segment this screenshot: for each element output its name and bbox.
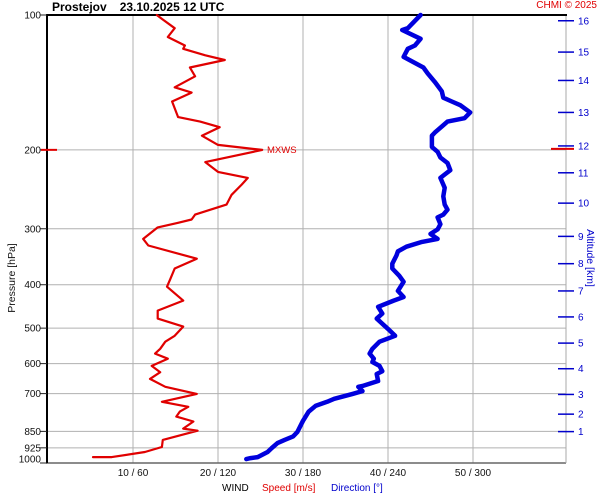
altitude-tick-label: 13 <box>578 108 590 119</box>
pressure-tick-label: 200 <box>24 145 41 156</box>
station-name: Prostejov <box>52 0 107 14</box>
pressure-tick-label: 850 <box>24 427 41 438</box>
altitude-tick-label: 5 <box>578 339 584 350</box>
pressure-tick-label: 925 <box>24 443 41 454</box>
wind-tick-label: 50 / 300 <box>455 468 492 479</box>
sounding-datetime: 23.10.2025 12 UTC <box>119 0 225 14</box>
altitude-tick-label: 2 <box>578 410 584 421</box>
altitude-tick-label: 6 <box>578 312 584 323</box>
chart-title: Prostejov 23.10.2025 12 UTC <box>52 0 224 14</box>
altitude-tick-label: 7 <box>578 286 584 297</box>
altitude-tick-label: 14 <box>578 76 590 87</box>
pressure-tick-label: 700 <box>24 389 41 400</box>
direction-curve <box>244 12 473 462</box>
pressure-tick-label: 1000 <box>19 455 42 466</box>
pressure-tick-label: 600 <box>24 359 41 370</box>
pressure-tick-label: 500 <box>24 324 41 335</box>
altitude-tick-label: 4 <box>578 364 584 375</box>
direction-axis-caption: Direction [°] <box>331 483 383 494</box>
altitude-tick-label: 11 <box>578 168 589 179</box>
pressure-tick-label: 400 <box>24 280 41 291</box>
altitude-axis-title: Altitude [km] <box>584 229 596 287</box>
speed-curve <box>91 13 264 459</box>
altitude-tick-label: 9 <box>578 232 584 243</box>
wind-tick-label: 10 / 60 <box>118 468 149 479</box>
copyright-label: CHMI © 2025 <box>536 0 597 11</box>
wind-axis-caption: WIND <box>222 483 249 494</box>
altitude-tick-label: 12 <box>578 141 590 152</box>
mxws-annotation: MXWS <box>267 145 297 156</box>
speed-axis-caption: Speed [m/s] <box>262 483 316 494</box>
wind-tick-label: 30 / 180 <box>285 468 322 479</box>
pressure-tick-label: 100 <box>24 11 41 22</box>
altitude-tick-label: 8 <box>578 259 584 270</box>
pressure-axis-title: Pressure [hPa] <box>6 243 18 313</box>
altitude-tick-label: 10 <box>578 199 590 210</box>
altitude-tick-label: 1 <box>578 427 584 438</box>
wind-tick-label: 20 / 120 <box>200 468 237 479</box>
pressure-tick-label: 300 <box>24 224 41 235</box>
wind-tick-label: 40 / 240 <box>370 468 407 479</box>
altitude-tick-label: 3 <box>578 390 584 401</box>
altitude-tick-label: 16 <box>578 16 590 27</box>
altitude-tick-label: 15 <box>578 48 590 59</box>
